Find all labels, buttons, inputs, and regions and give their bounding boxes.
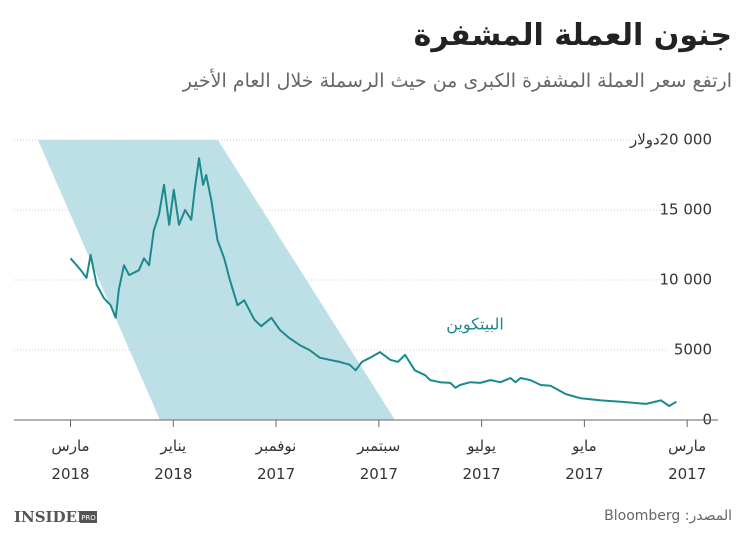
x-tick-label: مارس 2018 xyxy=(51,437,90,483)
x-tick-label: يناير 2018 xyxy=(154,437,193,483)
x-tick-label: مارس 2017 xyxy=(668,437,707,483)
y-tick-label: 20 000 xyxy=(660,131,713,149)
logo: INSIDER PRO xyxy=(14,508,97,526)
chart-subtitle: ارتفع سعر العملة المشفرة الكبرى من حيث ا… xyxy=(182,70,732,92)
logo-badge xyxy=(80,511,97,523)
x-tick-label: يوليو 2017 xyxy=(462,437,501,483)
y-tick-label: 15 000 xyxy=(660,201,713,219)
x-tick-label: نوفمبر 2017 xyxy=(255,437,297,483)
source: المصدر: Bloomberg xyxy=(604,508,732,524)
logo-text: INSIDER xyxy=(14,508,90,526)
logo-badge-text: PRO xyxy=(81,514,96,522)
y-tick-label: 5000 xyxy=(674,341,712,359)
x-tick-label: سبتمبر 2017 xyxy=(357,437,401,483)
x-tick-label: مايو 2017 xyxy=(565,437,604,483)
chart-title: جنون العملة المشفرة xyxy=(413,18,732,53)
series-label: البيتكوين xyxy=(446,315,504,335)
line xyxy=(69,157,677,407)
y-tick-label: 10 000 xyxy=(660,271,713,289)
